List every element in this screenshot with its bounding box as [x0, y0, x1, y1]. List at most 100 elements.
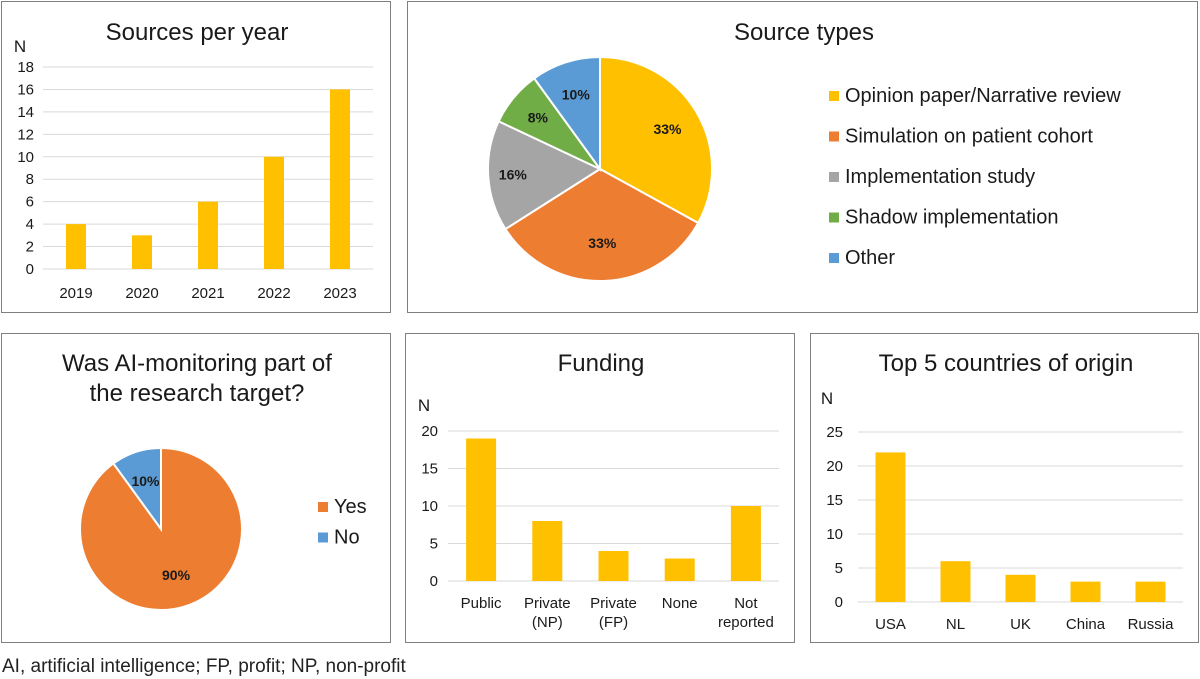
x-tick-label: China — [1066, 616, 1106, 633]
legend-swatch — [318, 532, 328, 543]
bar-1 — [940, 561, 971, 602]
legend-swatch — [829, 212, 839, 223]
chart-title: Top 5 countries of origin — [879, 350, 1134, 377]
y-tick-label: 2 — [26, 239, 34, 256]
x-tick-label: (NP) — [532, 614, 563, 631]
panel-funding: Funding N 0 5 10 15 20 Public Private (NP) Private… — [405, 333, 795, 643]
bar-3 — [264, 156, 284, 269]
y-tick-label: 6 — [26, 194, 34, 211]
panel-sources-per-year: Sources per year N 0 2 4 6 8 10 12 14 16 18 2019 2020… — [1, 1, 391, 313]
x-tick-label: Private — [590, 595, 637, 612]
footnote: AI, artificial intelligence; FP, profit;… — [2, 656, 406, 677]
x-tick-label: Private — [524, 595, 571, 612]
bar-2 — [198, 201, 218, 269]
slice-label: 90% — [162, 567, 191, 583]
x-tick-label: 2022 — [257, 285, 290, 302]
x-tick-label: Public — [461, 595, 502, 612]
legend-label: Shadow implementation — [845, 207, 1058, 229]
x-tick-label: 2019 — [59, 285, 92, 302]
pie-slice-4 — [532, 55, 601, 173]
x-tick-label: NL — [946, 616, 965, 633]
y-tick-label: 10 — [17, 149, 34, 166]
legend-label: No — [334, 527, 360, 549]
y-tick-label: 12 — [17, 126, 34, 143]
bar-0 — [66, 224, 86, 269]
y-tick-label: 25 — [826, 424, 843, 441]
y-tick-label: 4 — [26, 216, 34, 233]
x-tick-label: reported — [718, 614, 774, 631]
y-tick-label: 18 — [17, 59, 34, 76]
slice-label: 10% — [131, 473, 160, 489]
y-tick-label: 20 — [826, 458, 843, 475]
y-axis-label: N — [14, 37, 26, 56]
x-tick-label: Russia — [1128, 616, 1175, 633]
bar-0 — [875, 452, 906, 602]
x-tick-label: Not — [734, 595, 758, 612]
x-tick-label: None — [662, 595, 698, 612]
y-tick-label: 0 — [430, 573, 438, 590]
chart-funding: Funding N 0 5 10 15 20 Public Private (NP) Private… — [418, 350, 779, 631]
chart-ai-monitoring: Was AI-monitoring part of the research ta… — [62, 350, 367, 611]
legend-swatch — [829, 131, 839, 142]
panel-countries: Top 5 countries of origin N 0 5 10 15 20 25 USA N… — [810, 333, 1199, 643]
y-tick-label: 16 — [17, 81, 34, 98]
y-tick-label: 20 — [421, 423, 438, 440]
x-tick-label: 2021 — [191, 285, 224, 302]
x-tick-label: UK — [1010, 616, 1031, 633]
bar-3 — [1070, 581, 1101, 602]
panel-source-types: Source types 33% 33% 16% 8% 10% Opinion paper/… — [407, 1, 1198, 313]
legend-swatch — [829, 172, 839, 182]
legend-label: Implementation study — [845, 166, 1035, 188]
chart-countries: Top 5 countries of origin N 0 5 10 15 20 25 USA N… — [821, 350, 1183, 633]
pie-slice-2 — [487, 119, 603, 231]
bar-1 — [532, 521, 563, 581]
bar-1 — [132, 235, 152, 269]
chart-title: Sources per year — [106, 19, 289, 46]
panel-ai-monitoring: Was AI-monitoring part of the research ta… — [1, 333, 391, 643]
chart-title: the research target? — [90, 380, 305, 407]
x-tick-label: (FP) — [599, 614, 628, 631]
y-tick-label: 5 — [430, 536, 438, 553]
bar-4 — [1135, 581, 1166, 602]
x-tick-label: USA — [875, 616, 906, 633]
y-tick-label: 14 — [17, 104, 34, 121]
x-tick-label: 2023 — [323, 285, 356, 302]
y-tick-label: 15 — [421, 461, 438, 478]
x-tick-label: 2020 — [125, 285, 158, 302]
y-axis-label: N — [418, 396, 430, 415]
legend-label: Opinion paper/Narrative review — [845, 85, 1121, 107]
y-tick-label: 10 — [826, 526, 843, 543]
bar-0 — [466, 438, 497, 581]
chart-title: Source types — [734, 19, 874, 46]
y-tick-label: 5 — [835, 560, 843, 577]
legend-label: Yes — [334, 496, 367, 518]
legend-label: Other — [845, 247, 895, 269]
y-tick-label: 8 — [26, 171, 34, 188]
y-tick-label: 0 — [835, 594, 843, 611]
pie-slice-1 — [111, 446, 162, 533]
slice-label: 16% — [499, 166, 528, 182]
bar-2 — [598, 551, 629, 581]
chart-title: Funding — [558, 350, 645, 377]
bar-2 — [1005, 574, 1036, 602]
chart-title: Was AI-monitoring part of — [62, 350, 332, 377]
slice-label: 33% — [653, 121, 682, 137]
bar-3 — [664, 558, 695, 581]
bar-4 — [330, 89, 350, 269]
y-tick-label: 10 — [421, 498, 438, 515]
legend-label: Simulation on patient cohort — [845, 126, 1093, 148]
legend-swatch — [318, 502, 328, 512]
slice-label: 8% — [528, 110, 549, 126]
legend-swatch — [829, 253, 839, 263]
chart-sources-per-year: Sources per year N 0 2 4 6 8 10 12 14 16 18 2019 2020… — [14, 19, 373, 302]
bar-4 — [730, 506, 761, 581]
slice-label: 10% — [562, 86, 591, 102]
chart-source-types: Source types 33% 33% 16% 8% 10% Opinion paper/… — [487, 19, 1121, 282]
y-axis-label: N — [821, 389, 833, 408]
pie-slice-0 — [599, 55, 713, 225]
pie-slice-1 — [504, 167, 700, 282]
slice-label: 33% — [588, 235, 617, 251]
legend-swatch — [829, 91, 839, 101]
y-tick-label: 15 — [826, 492, 843, 509]
y-tick-label: 0 — [26, 261, 34, 278]
